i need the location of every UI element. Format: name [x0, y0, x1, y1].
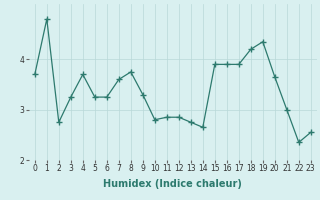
X-axis label: Humidex (Indice chaleur): Humidex (Indice chaleur)	[103, 179, 242, 189]
